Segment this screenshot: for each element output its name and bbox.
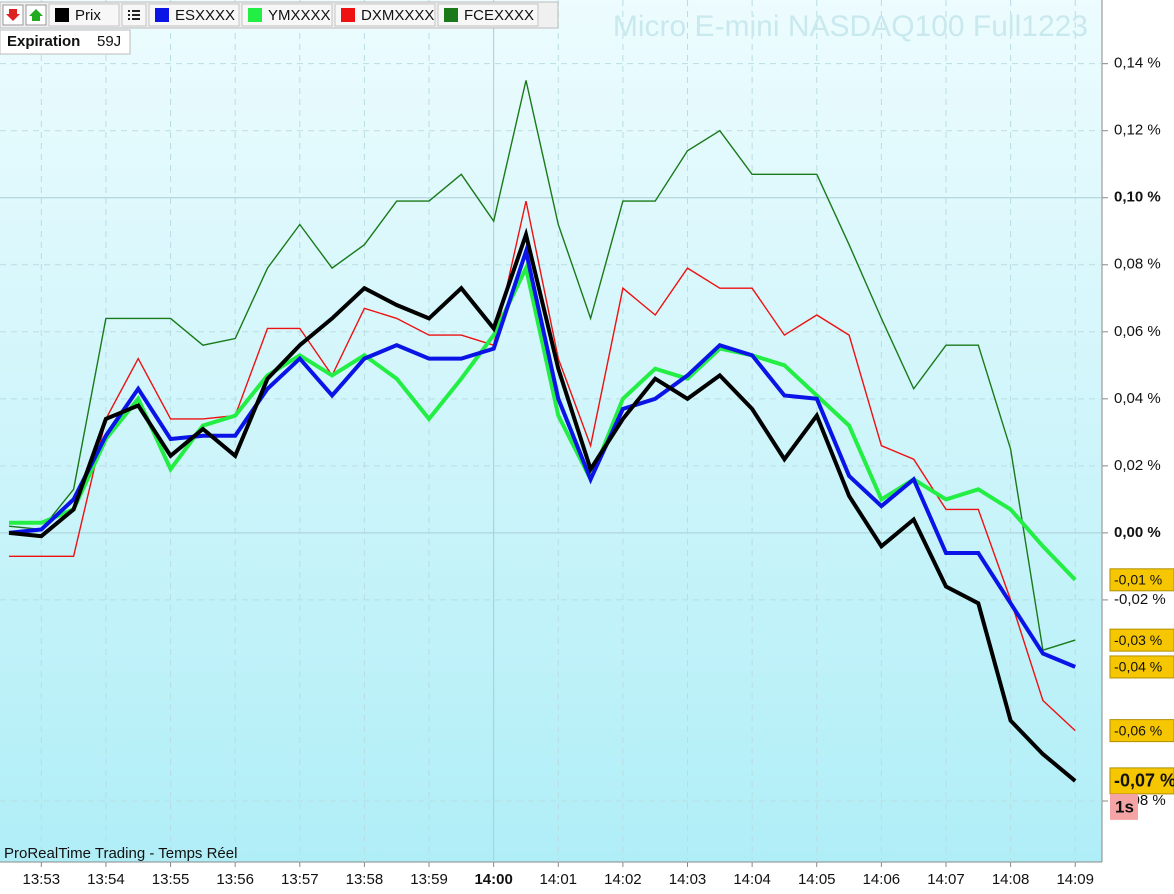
y-tick-label: 0,04 % bbox=[1114, 390, 1161, 407]
x-tick-label: 14:00 bbox=[474, 871, 512, 888]
price-tag-label: -0,04 % bbox=[1114, 659, 1162, 675]
sell-icon bbox=[6, 9, 20, 21]
legend-label: Prix bbox=[75, 7, 101, 24]
x-tick-label: 14:01 bbox=[539, 871, 577, 888]
x-tick-label: 13:58 bbox=[346, 871, 384, 888]
x-tick-label: 14:02 bbox=[604, 871, 642, 888]
footer: ProRealTime Trading - Temps Réel bbox=[4, 845, 237, 862]
legend-label: YMXXXX bbox=[268, 7, 331, 24]
price-tag bbox=[1109, 767, 1174, 795]
x-tick-label: 13:55 bbox=[152, 871, 190, 888]
watermark-title: Micro E-mini NASDAQ100 Full1223 bbox=[613, 10, 1088, 43]
x-tick-label: 13:57 bbox=[281, 871, 319, 888]
y-tick-label: 0,00 % bbox=[1114, 524, 1161, 541]
price-tag bbox=[1109, 568, 1174, 592]
legend-item[interactable] bbox=[437, 3, 539, 27]
y-tick-label: 0,06 % bbox=[1114, 323, 1161, 340]
legend-item[interactable] bbox=[148, 3, 240, 27]
x-tick-label: 14:04 bbox=[733, 871, 771, 888]
series-line bbox=[8, 243, 1076, 669]
legend-swatch bbox=[248, 8, 262, 22]
legend-item[interactable] bbox=[241, 3, 333, 27]
x-tick-label: 14:06 bbox=[863, 871, 901, 888]
x-tick-label: 14:09 bbox=[1056, 871, 1094, 888]
y-tick-label: 0,12 % bbox=[1114, 122, 1161, 139]
price-tag-label: -0,06 % bbox=[1114, 722, 1162, 738]
price-tag bbox=[1109, 655, 1174, 679]
price-tag-label: -0,07 % bbox=[1114, 771, 1174, 791]
timer-label: 1s bbox=[1115, 797, 1134, 816]
legend-label: ESXXXX bbox=[175, 7, 235, 24]
y-tick-label: -0,02 % bbox=[1114, 591, 1166, 608]
legend-swatch bbox=[155, 8, 169, 22]
y-tick-label: 0,10 % bbox=[1114, 189, 1161, 206]
x-tick-label: 13:53 bbox=[23, 871, 61, 888]
x-tick-label: 14:03 bbox=[669, 871, 707, 888]
series-line bbox=[8, 80, 1076, 652]
legend-label: DXMXXXX bbox=[361, 7, 434, 24]
x-tick-label: 13:59 bbox=[410, 871, 448, 888]
list-icon bbox=[128, 10, 140, 20]
y-tick-label: 0,08 % bbox=[1114, 256, 1161, 273]
y-tick-label: 0,14 % bbox=[1114, 55, 1161, 72]
price-tag bbox=[1109, 719, 1174, 743]
y-tick-label: 0,02 % bbox=[1114, 457, 1161, 474]
x-tick-label: 14:05 bbox=[798, 871, 836, 888]
x-tick-label: 14:07 bbox=[927, 871, 965, 888]
series-line bbox=[9, 262, 1077, 582]
expiration-box bbox=[0, 29, 131, 55]
x-tick-label: 14:08 bbox=[992, 871, 1030, 888]
legend-swatch bbox=[444, 8, 458, 22]
x-tick-label: 13:56 bbox=[216, 871, 254, 888]
plot-background bbox=[0, 0, 1102, 862]
timer-box bbox=[1110, 793, 1138, 820]
buy-icon bbox=[29, 9, 43, 21]
expiration-value: 59J bbox=[97, 33, 121, 50]
series-line bbox=[9, 200, 1076, 732]
price-tag bbox=[1109, 628, 1174, 652]
x-tick-label: 13:54 bbox=[87, 871, 125, 888]
legend-swatch bbox=[341, 8, 355, 22]
legend-label: FCEXXXX bbox=[464, 7, 534, 24]
legend-swatch bbox=[55, 8, 69, 22]
expiration-label: Expiration bbox=[7, 33, 80, 50]
legend-item[interactable] bbox=[334, 3, 436, 27]
price-tag-label: -0,03 % bbox=[1114, 632, 1162, 648]
price-tag-label: -0,01 % bbox=[1114, 572, 1162, 588]
series-line bbox=[8, 227, 1077, 783]
